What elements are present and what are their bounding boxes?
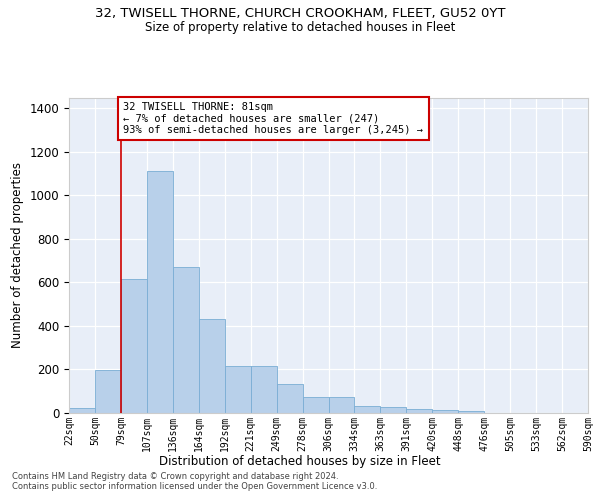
Text: 32 TWISELL THORNE: 81sqm
← 7% of detached houses are smaller (247)
93% of semi-d: 32 TWISELL THORNE: 81sqm ← 7% of detache… — [124, 102, 424, 135]
Bar — [433, 410, 458, 412]
Bar — [329, 398, 355, 412]
Bar — [277, 384, 302, 412]
Text: Size of property relative to detached houses in Fleet: Size of property relative to detached ho… — [145, 21, 455, 34]
Text: Distribution of detached houses by size in Fleet: Distribution of detached houses by size … — [159, 455, 441, 468]
Bar — [147, 172, 173, 412]
Bar — [121, 279, 147, 412]
Bar — [95, 370, 121, 412]
Bar — [355, 406, 380, 412]
Bar — [406, 408, 432, 412]
Bar — [173, 267, 199, 412]
Bar — [199, 319, 224, 412]
Bar — [251, 366, 277, 412]
Bar — [302, 398, 329, 412]
Text: 32, TWISELL THORNE, CHURCH CROOKHAM, FLEET, GU52 0YT: 32, TWISELL THORNE, CHURCH CROOKHAM, FLE… — [95, 8, 505, 20]
Text: Contains HM Land Registry data © Crown copyright and database right 2024.: Contains HM Land Registry data © Crown c… — [12, 472, 338, 481]
Bar — [69, 408, 95, 412]
Text: Contains public sector information licensed under the Open Government Licence v3: Contains public sector information licen… — [12, 482, 377, 491]
Bar — [380, 407, 406, 412]
Bar — [225, 366, 251, 412]
Y-axis label: Number of detached properties: Number of detached properties — [11, 162, 24, 348]
